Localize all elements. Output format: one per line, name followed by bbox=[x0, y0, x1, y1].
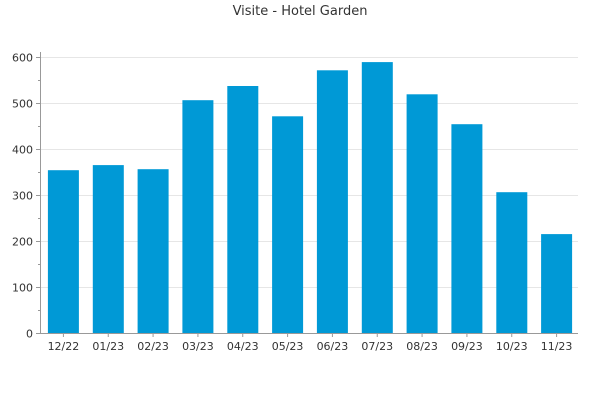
bar-01-23 bbox=[92, 165, 124, 333]
x-tick-label: 04/23 bbox=[227, 340, 259, 353]
y-tick-label: 0 bbox=[26, 328, 33, 341]
x-tick-label: 07/23 bbox=[361, 340, 393, 353]
x-tick-label: 02/23 bbox=[137, 340, 169, 353]
x-tick-label: 09/23 bbox=[451, 340, 483, 353]
y-tick-label: 300 bbox=[12, 190, 33, 203]
bar-12-22 bbox=[47, 170, 79, 333]
x-tick-label: 12/22 bbox=[48, 340, 80, 353]
bars bbox=[47, 62, 573, 334]
x-tick-label: 03/23 bbox=[182, 340, 214, 353]
bar-05-23 bbox=[272, 116, 304, 333]
chart-title: Visite - Hotel Garden bbox=[233, 4, 368, 19]
y-tick-label: 500 bbox=[12, 98, 33, 111]
x-tick-label: 06/23 bbox=[317, 340, 349, 353]
axes: 0 100 200 300 400 500 600 12/22 01/23 02/23 03/23 0… bbox=[12, 52, 578, 353]
x-tick-label: 10/23 bbox=[496, 340, 528, 353]
bar-03-23 bbox=[182, 100, 214, 333]
y-tick-label: 100 bbox=[12, 282, 33, 295]
bar-09-23 bbox=[451, 124, 483, 333]
bar-07-23 bbox=[361, 62, 393, 333]
x-tick-label: 05/23 bbox=[272, 340, 304, 353]
y-tick-label: 600 bbox=[12, 52, 33, 65]
bar-04-23 bbox=[227, 86, 259, 333]
x-tick-label: 08/23 bbox=[406, 340, 438, 353]
y-tick-label: 400 bbox=[12, 144, 33, 157]
x-tick-label: 11/23 bbox=[541, 340, 573, 353]
bar-10-23 bbox=[496, 192, 528, 333]
bar-11-23 bbox=[541, 234, 573, 333]
bar-08-23 bbox=[406, 94, 438, 333]
bar-06-23 bbox=[316, 70, 348, 334]
y-tick-label: 200 bbox=[12, 236, 33, 249]
bar-02-23 bbox=[137, 169, 169, 333]
gridlines bbox=[40, 57, 578, 288]
x-tick-label: 01/23 bbox=[92, 340, 124, 353]
